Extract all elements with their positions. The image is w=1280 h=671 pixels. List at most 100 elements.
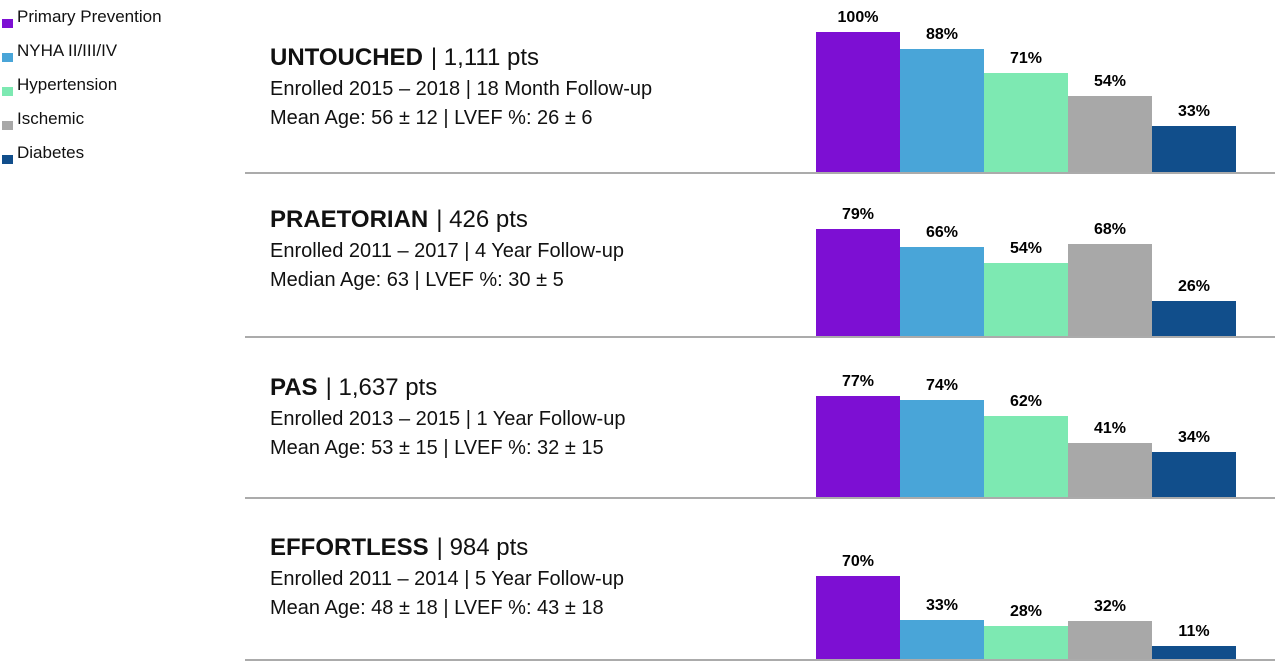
bar-group-pas: 77% 74% 62% 41% 34% <box>816 327 1236 497</box>
section-baseline <box>245 659 1275 661</box>
bar-value-label: 88% <box>925 26 959 43</box>
legend: Primary Prevention NYHA II/III/IV Hypert… <box>2 0 162 170</box>
bar-group-untouched: 100% 88% 71% 54% 33% <box>816 2 1236 172</box>
bar-rect <box>900 620 984 659</box>
bar-ischemic: 32% <box>1068 489 1152 659</box>
study-patient-count: | 426 pts <box>436 206 528 233</box>
bar-nyha-ii-iii-iv: 74% <box>900 327 984 497</box>
bar-value-label: 26% <box>1177 278 1211 295</box>
study-title: PRAETORIAN | 426 pts <box>270 204 790 235</box>
bar-value-label: 68% <box>1093 221 1127 238</box>
legend-item-hypertension: Hypertension <box>2 68 162 102</box>
bar-value-label: 74% <box>925 377 959 394</box>
study-info: EFFORTLESS | 984 pts Enrolled 2011 – 2014… <box>270 532 790 623</box>
study-name: PAS <box>270 374 318 401</box>
bar-value-label: 70% <box>841 553 875 570</box>
section-baseline <box>245 172 1275 174</box>
study-enrollment: Enrolled 2013 – 2015 | 1 Year Follow-up <box>270 408 626 430</box>
study-name: UNTOUCHED <box>270 44 423 71</box>
legend-item-ischemic: Ischemic <box>2 102 162 136</box>
study-enrollment: Enrolled 2015 – 2018 | 18 Month Follow-u… <box>270 78 653 100</box>
bar-nyha-ii-iii-iv: 33% <box>900 489 984 659</box>
study-info: PAS | 1,637 pts Enrolled 2013 – 2015 | 1 … <box>270 372 790 463</box>
nyha-swatch-icon <box>2 53 13 62</box>
bar-value-label: 11% <box>1178 623 1210 640</box>
study-name: PRAETORIAN <box>270 206 429 233</box>
study-info: PRAETORIAN | 426 pts Enrolled 2011 – 2017… <box>270 204 790 295</box>
bar-ischemic: 54% <box>1068 2 1152 172</box>
bar-nyha-ii-iii-iv: 66% <box>900 166 984 336</box>
hypertension-swatch-icon <box>2 87 13 96</box>
study-demographics: Mean Age: 48 ± 18 | LVEF %: 43 ± 18 <box>270 597 604 619</box>
bar-rect <box>1068 244 1152 336</box>
bar-hypertension: 62% <box>984 327 1068 497</box>
bar-rect <box>984 416 1068 497</box>
bar-rect <box>1152 452 1236 497</box>
bar-value-label: 54% <box>1093 73 1127 90</box>
bar-value-label: 32% <box>1093 598 1127 615</box>
study-enrollment: Enrolled 2011 – 2017 | 4 Year Follow-up <box>270 240 624 262</box>
bar-ischemic: 41% <box>1068 327 1152 497</box>
legend-label: Hypertension <box>17 75 118 94</box>
bar-value-label: 62% <box>1009 393 1043 410</box>
legend-label: Primary Prevention <box>17 7 162 26</box>
bar-nyha-ii-iii-iv: 88% <box>900 2 984 172</box>
bar-value-label: 28% <box>1009 603 1043 620</box>
primary-prevention-swatch-icon <box>2 19 13 28</box>
bar-rect <box>816 229 900 336</box>
bar-rect <box>1152 646 1236 659</box>
bar-diabetes: 26% <box>1152 166 1236 336</box>
bar-value-label: 41% <box>1093 420 1127 437</box>
bar-primary-prevention: 77% <box>816 327 900 497</box>
bar-rect <box>900 247 984 336</box>
legend-item-diabetes: Diabetes <box>2 136 162 170</box>
bar-diabetes: 34% <box>1152 327 1236 497</box>
study-patient-count: | 1,637 pts <box>325 374 438 401</box>
bar-rect <box>984 626 1068 659</box>
section-baseline <box>245 336 1275 338</box>
legend-label: Ischemic <box>17 109 85 128</box>
bar-group-praetorian: 79% 66% 54% 68% 26% <box>816 166 1236 336</box>
study-title: PAS | 1,637 pts <box>270 372 790 403</box>
bar-hypertension: 71% <box>984 2 1068 172</box>
bar-value-label: 33% <box>925 597 959 614</box>
bar-diabetes: 33% <box>1152 2 1236 172</box>
bar-hypertension: 54% <box>984 166 1068 336</box>
bar-value-label: 71% <box>1009 50 1043 67</box>
study-enrollment: Enrolled 2011 – 2014 | 5 Year Follow-up <box>270 568 624 590</box>
bar-value-label: 100% <box>837 9 879 26</box>
study-demographics: Median Age: 63 | LVEF %: 30 ± 5 <box>270 269 564 291</box>
bar-primary-prevention: 100% <box>816 2 900 172</box>
bar-rect <box>1068 96 1152 172</box>
bar-rect <box>1152 126 1236 172</box>
legend-item-nyha: NYHA II/III/IV <box>2 34 162 68</box>
study-demographics: Mean Age: 53 ± 15 | LVEF %: 32 ± 15 <box>270 437 604 459</box>
bar-hypertension: 28% <box>984 489 1068 659</box>
legend-item-primary-prevention: Primary Prevention <box>2 0 162 34</box>
bar-rect <box>900 49 984 172</box>
study-demographics: Mean Age: 56 ± 12 | LVEF %: 26 ± 6 <box>270 107 593 129</box>
bar-rect <box>816 32 900 172</box>
legend-label: NYHA II/III/IV <box>17 41 118 60</box>
study-title: UNTOUCHED | 1,111 pts <box>270 42 790 73</box>
bar-rect <box>1068 443 1152 497</box>
bar-ischemic: 68% <box>1068 166 1152 336</box>
diabetes-swatch-icon <box>2 155 13 164</box>
bar-value-label: 77% <box>841 373 875 390</box>
bar-rect <box>816 576 900 659</box>
study-patient-count: | 1,111 pts <box>430 44 539 71</box>
study-patient-count: | 984 pts <box>436 534 529 561</box>
bar-rect <box>900 400 984 497</box>
bar-value-label: 33% <box>1177 103 1211 120</box>
ischemic-swatch-icon <box>2 121 13 130</box>
bar-value-label: 79% <box>841 206 875 223</box>
bar-rect <box>984 73 1068 172</box>
bar-rect <box>1152 301 1236 336</box>
bar-primary-prevention: 79% <box>816 166 900 336</box>
study-info: UNTOUCHED | 1,111 pts Enrolled 2015 – 201… <box>270 42 790 133</box>
bar-rect <box>816 396 900 497</box>
bar-diabetes: 11% <box>1152 489 1236 659</box>
bar-primary-prevention: 70% <box>816 489 900 659</box>
legend-label: Diabetes <box>17 143 85 162</box>
